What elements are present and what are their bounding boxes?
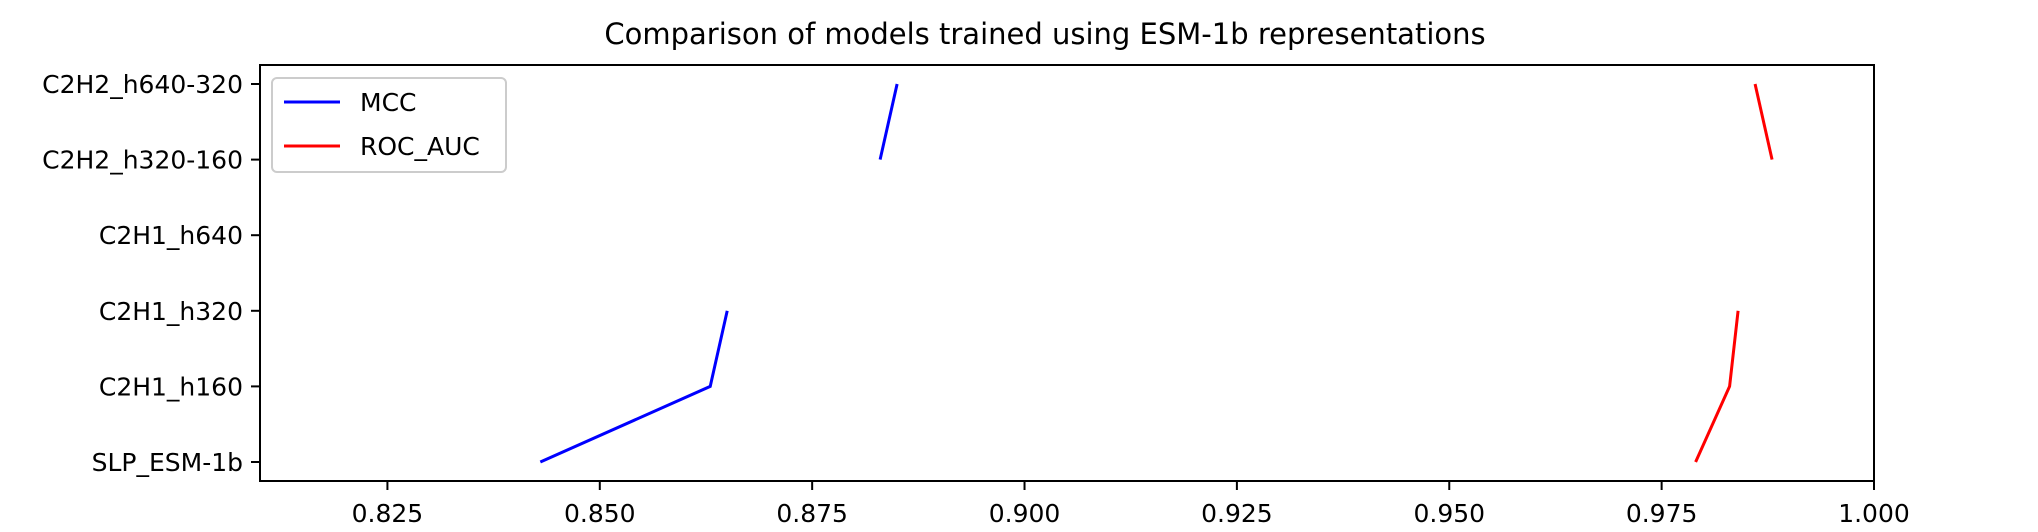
series-layer <box>539 83 1774 464</box>
series-line <box>1753 83 1774 160</box>
plot-area: SLP_ESM-1b C2H1_h160 C2H1_h320 C2H1_h640 C2H… <box>42 64 1910 528</box>
x-tick-label: 0.975 <box>1626 499 1698 528</box>
x-tick-label: 0.925 <box>1201 499 1273 528</box>
y-tick-label: C2H1_h160 <box>99 372 243 401</box>
x-tick-label: 0.900 <box>989 499 1061 528</box>
x-tick-label: 0.850 <box>564 499 636 528</box>
legend-label: ROC_AUC <box>360 132 480 161</box>
series-line <box>1694 310 1740 463</box>
y-tick-label: C2H1_h320 <box>99 297 243 326</box>
axes-frame <box>259 64 1875 482</box>
y-tick-label: C2H2_h320-160 <box>42 146 243 175</box>
series-line <box>539 310 729 464</box>
x-tick-label: 0.825 <box>352 499 424 528</box>
x-tick-label: 1.000 <box>1838 499 1910 528</box>
y-tick-label: SLP_ESM-1b <box>92 448 243 477</box>
x-tick-label: 0.950 <box>1413 499 1485 528</box>
legend: MCC ROC_AUC <box>271 77 507 173</box>
series-mcc <box>539 83 899 464</box>
series-line <box>878 83 899 160</box>
y-tick-label: C2H2_h640-320 <box>42 70 243 99</box>
chart-title: Comparison of models trained using ESM-1… <box>604 17 1485 51</box>
legend-label: MCC <box>360 88 416 117</box>
x-tick-label: 0.875 <box>776 499 848 528</box>
y-tick-label: C2H1_h640 <box>99 221 243 250</box>
series-roc-auc <box>1694 83 1774 463</box>
